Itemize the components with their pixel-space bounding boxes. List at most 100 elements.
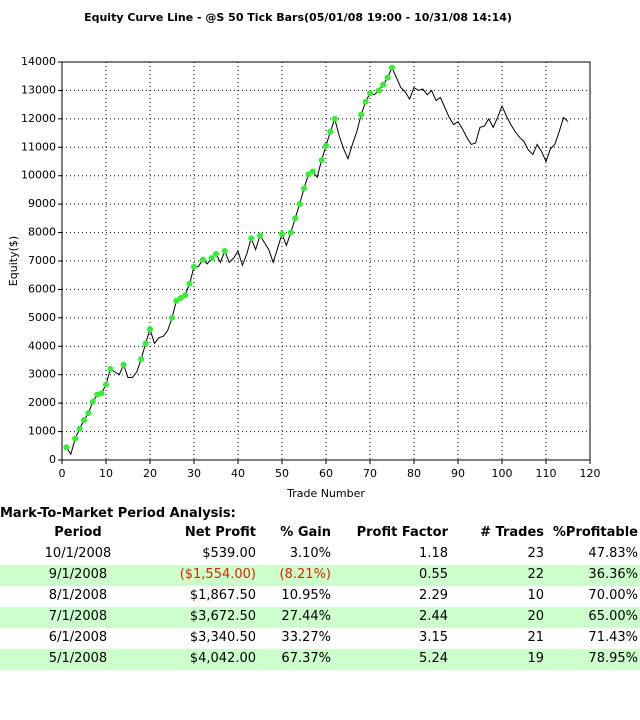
new-high-marker bbox=[248, 235, 255, 242]
table-row: 7/1/2008 $3,672.50 27.44% 2.44 20 65.00% bbox=[0, 607, 640, 628]
new-high-marker bbox=[318, 157, 325, 164]
y-tick-label: 14000 bbox=[21, 55, 56, 68]
cell: $4,042.00 bbox=[189, 651, 256, 666]
cell: 22 bbox=[527, 567, 544, 582]
cell: 67.37% bbox=[281, 651, 331, 666]
x-tick-label: 20 bbox=[143, 467, 157, 480]
x-axis-label: Trade Number bbox=[286, 487, 365, 500]
new-high-marker bbox=[287, 229, 294, 236]
cell: (8.21%) bbox=[279, 567, 331, 582]
new-high-marker bbox=[309, 168, 316, 175]
cell: Net Profit bbox=[184, 525, 256, 540]
x-tick-label: 80 bbox=[407, 467, 421, 480]
new-high-marker bbox=[323, 142, 329, 149]
new-high-marker bbox=[120, 361, 127, 368]
new-high-marker bbox=[358, 111, 365, 118]
cell: 5.24 bbox=[419, 651, 448, 666]
new-high-marker bbox=[301, 185, 307, 192]
cell: 71.43% bbox=[588, 630, 638, 645]
y-tick-label: 7000 bbox=[28, 254, 56, 267]
cell: 65.00% bbox=[588, 609, 638, 624]
cell: 2.44 bbox=[419, 609, 448, 624]
cell: 6/1/2008 bbox=[48, 630, 108, 645]
cell: Period bbox=[54, 525, 102, 540]
new-high-marker bbox=[199, 256, 206, 263]
cell: 70.00% bbox=[588, 588, 638, 603]
x-tick-label: 10 bbox=[99, 467, 113, 480]
cell: 23 bbox=[527, 546, 544, 561]
new-high-marker bbox=[305, 171, 312, 178]
cell: 2.29 bbox=[419, 588, 448, 603]
header-row: Period Net Profit % Gain Profit Factor # Tra… bbox=[0, 523, 640, 544]
cell: $1,867.50 bbox=[189, 588, 256, 603]
new-high-marker bbox=[89, 398, 96, 405]
x-tick-label: 30 bbox=[187, 467, 201, 480]
cell: % Gain bbox=[280, 525, 331, 540]
new-high-marker bbox=[327, 128, 334, 135]
x-tick-label: 70 bbox=[363, 467, 377, 480]
x-tick-label: 60 bbox=[319, 467, 333, 480]
cell: ($1,554.00) bbox=[179, 567, 256, 582]
y-tick-label: 11000 bbox=[21, 140, 56, 153]
new-high-marker bbox=[147, 326, 153, 333]
x-tick-label: 90 bbox=[451, 467, 465, 480]
new-high-marker bbox=[389, 64, 395, 71]
cell: 33.27% bbox=[281, 630, 331, 645]
new-high-marker bbox=[292, 215, 299, 222]
table-title: Mark-To-Market Period Analysis: bbox=[0, 506, 236, 521]
x-tick-label: 40 bbox=[231, 467, 245, 480]
cell: 8/1/2008 bbox=[48, 588, 108, 603]
cell: 1.18 bbox=[419, 546, 448, 561]
y-tick-label: 5000 bbox=[28, 311, 56, 324]
new-high-marker bbox=[367, 90, 373, 97]
table-row: 9/1/2008 ($1,554.00) (8.21%) 0.55 22 36.36% bbox=[0, 565, 640, 586]
chart-title: Equity Curve Line - @S 50 Tick Bars(05/0… bbox=[84, 11, 512, 24]
new-high-marker bbox=[375, 87, 382, 94]
table-row: 5/1/2008 $4,042.00 67.37% 5.24 19 78.95% bbox=[0, 649, 640, 670]
cell: 78.95% bbox=[588, 651, 638, 666]
new-high-marker bbox=[138, 356, 145, 363]
cell: 3.15 bbox=[419, 630, 448, 645]
y-tick-label: 0 bbox=[49, 453, 56, 466]
x-tick-label: 0 bbox=[59, 467, 66, 480]
new-high-marker bbox=[257, 232, 263, 239]
new-high-marker bbox=[72, 435, 79, 442]
y-tick-label: 1000 bbox=[28, 425, 56, 438]
cell: Profit Factor bbox=[356, 525, 448, 540]
cell: %Profitable bbox=[552, 525, 638, 540]
y-tick-label: 3000 bbox=[28, 368, 56, 381]
new-high-marker bbox=[186, 280, 193, 287]
new-high-marker bbox=[380, 81, 387, 88]
cell: 21 bbox=[527, 630, 544, 645]
new-high-marker bbox=[331, 115, 338, 122]
new-high-marker bbox=[76, 425, 83, 432]
new-high-marker bbox=[362, 98, 369, 105]
cell: 3.10% bbox=[289, 546, 331, 561]
table-row: 6/1/2008 $3,340.50 33.27% 3.15 21 71.43% bbox=[0, 628, 640, 649]
table-row: 8/1/2008 $1,867.50 10.95% 2.29 10 70.00% bbox=[0, 586, 640, 607]
new-high-marker bbox=[182, 292, 189, 299]
cell: 47.83% bbox=[588, 546, 638, 561]
cell: 36.36% bbox=[588, 567, 638, 582]
chart: Equity Curve Line - @S 50 Tick Bars(05/0… bbox=[7, 11, 601, 500]
new-high-marker bbox=[221, 248, 228, 255]
new-high-marker bbox=[142, 340, 149, 347]
cell: 7/1/2008 bbox=[48, 609, 108, 624]
cell: $539.00 bbox=[202, 546, 256, 561]
new-high-marker bbox=[213, 250, 219, 257]
new-high-marker bbox=[296, 201, 303, 208]
cell: 9/1/2008 bbox=[48, 567, 108, 582]
cell: 20 bbox=[527, 609, 544, 624]
new-high-marker bbox=[81, 417, 87, 424]
new-high-marker bbox=[169, 314, 175, 321]
cell: 10.95% bbox=[281, 588, 331, 603]
new-high-marker bbox=[279, 230, 285, 237]
new-high-marker bbox=[103, 381, 109, 388]
y-tick-label: 6000 bbox=[28, 282, 56, 295]
x-tick-label: 110 bbox=[536, 467, 557, 480]
y-tick-label: 10000 bbox=[21, 169, 56, 182]
cell: $3,672.50 bbox=[189, 609, 256, 624]
cell: # Trades bbox=[480, 525, 544, 540]
y-tick-label: 8000 bbox=[28, 226, 56, 239]
